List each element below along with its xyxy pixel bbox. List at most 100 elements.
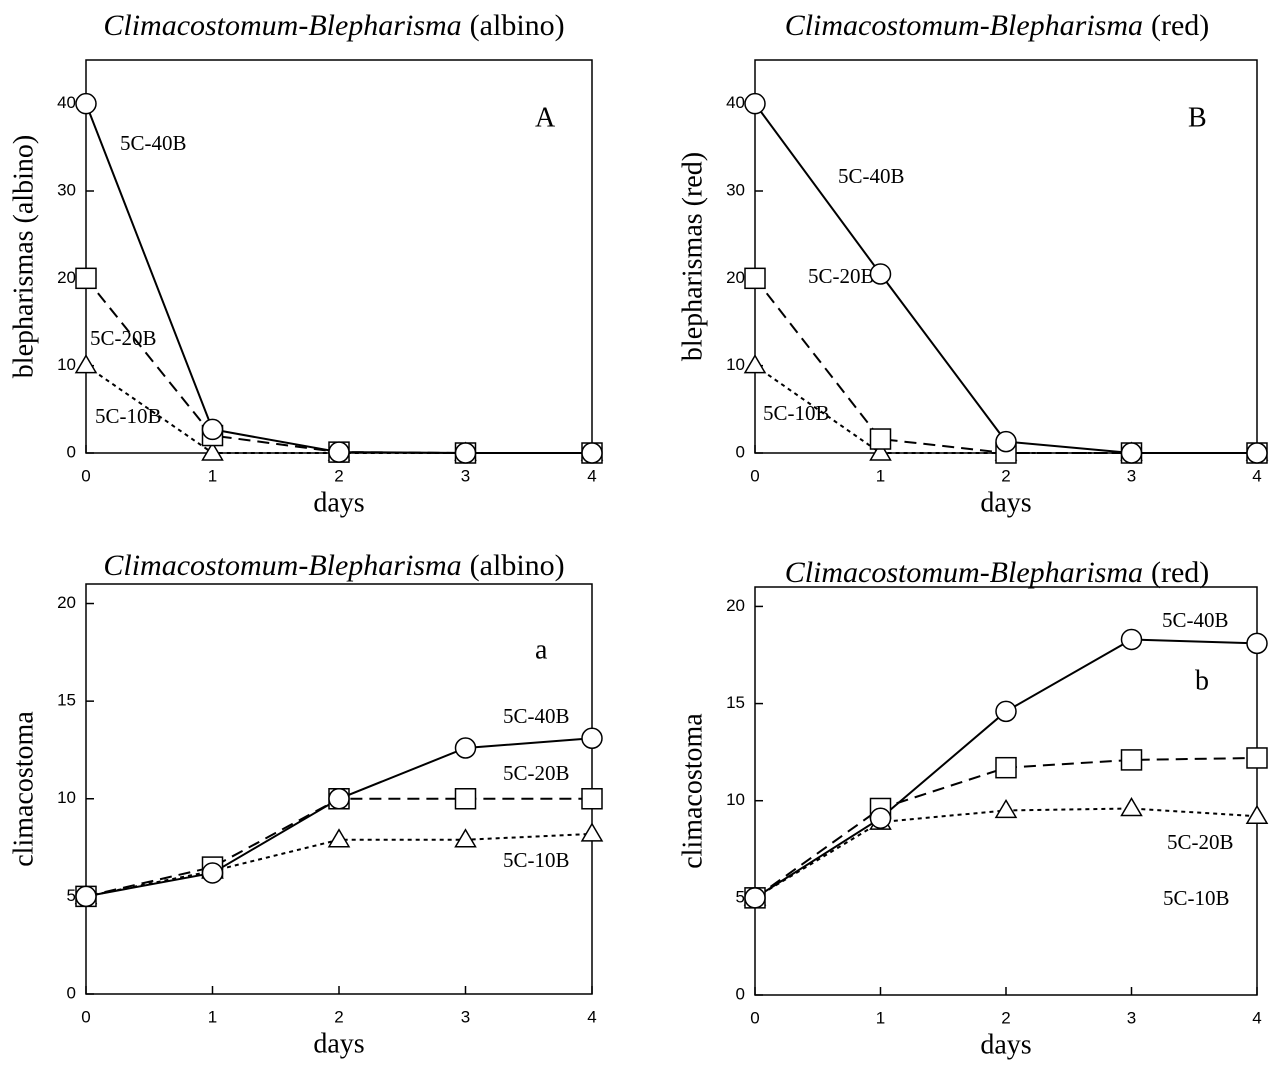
y-tick-label: 0 [736, 442, 745, 461]
marker [1246, 442, 1268, 464]
chart-title: Climacostomum-Blepharisma (red) [785, 9, 1210, 42]
x-tick-label: 2 [334, 466, 343, 485]
marker [581, 442, 603, 464]
y-tick-label: 0 [736, 984, 745, 1003]
y-tick-label: 5 [736, 887, 745, 906]
y-tick-label: 0 [67, 442, 76, 461]
marker [75, 885, 97, 908]
y-tick-label: 10 [726, 790, 745, 809]
series-label: 5C-20B [808, 264, 875, 288]
plot-frame [85, 59, 593, 454]
marker [744, 267, 766, 290]
panel-label: a [535, 634, 548, 665]
marker [581, 727, 603, 749]
chart-title: Climacostomum-Blepharisma (albino) [103, 549, 564, 582]
y-tick-label: 0 [67, 983, 76, 1002]
x-tick-label: 0 [81, 1007, 90, 1026]
marker [75, 92, 97, 115]
panel: Climacostomum-Blepharisma (albino) 0 5 10 15 2… [8, 549, 604, 1059]
marker [1246, 747, 1268, 769]
panel: Climacostomum-Blepharisma (red) 0 10 20 30 40 0… [677, 9, 1269, 518]
marker [201, 418, 224, 441]
marker [744, 887, 766, 909]
x-tick-label: 2 [1001, 466, 1010, 485]
plot-frame [754, 586, 1258, 996]
x-axis-label: days [313, 487, 364, 518]
series-line [754, 277, 1257, 454]
y-tick-label: 20 [726, 596, 745, 615]
marker [869, 441, 892, 461]
series-label: 5C-20B [1167, 830, 1234, 854]
marker [1120, 442, 1143, 464]
marker [454, 788, 477, 810]
title-plain: (albino) [470, 549, 565, 582]
title-plain: (red) [1151, 9, 1209, 42]
marker [994, 798, 1018, 819]
marker [1120, 749, 1143, 771]
x-tick-label: 0 [750, 1008, 759, 1027]
title-italic: Climacostomum-Blepharisma [103, 9, 461, 42]
marker [454, 737, 477, 759]
marker [327, 828, 351, 848]
marker [869, 263, 892, 285]
y-tick-label: 10 [57, 355, 76, 374]
x-tick-label: 1 [208, 466, 217, 485]
x-tick-label: 3 [461, 466, 470, 485]
marker [580, 822, 604, 842]
x-tick-label: 2 [1001, 1008, 1010, 1027]
marker [454, 442, 477, 464]
series-line [85, 277, 592, 454]
marker [869, 428, 892, 450]
series-label: 5C-20B [503, 761, 570, 785]
title-plain: (red) [1151, 556, 1209, 589]
marker [328, 441, 350, 463]
x-tick-label: 3 [1127, 1008, 1136, 1027]
y-tick-label: 10 [57, 788, 76, 807]
chart-title: Climacostomum-Blepharisma (albino) [103, 9, 564, 42]
x-tick-label: 4 [587, 1007, 596, 1026]
marker [75, 267, 97, 290]
x-tick-label: 4 [1252, 1008, 1261, 1027]
series-line [85, 364, 592, 454]
x-tick-label: 4 [587, 466, 596, 485]
series-line [754, 756, 1258, 899]
x-axis-label: days [980, 487, 1031, 518]
y-tick-label: 20 [57, 593, 76, 612]
series-label: 5C-10B [503, 848, 570, 872]
y-tick-label: 15 [57, 691, 76, 710]
title-italic: Climacostomum-Blepharisma [785, 9, 1143, 42]
x-tick-label: 3 [461, 1007, 470, 1026]
y-tick-label: 20 [57, 268, 76, 287]
y-tick-label: 30 [726, 180, 745, 199]
y-tick-label: 20 [726, 268, 745, 287]
marker [454, 828, 477, 848]
marker [1120, 797, 1143, 817]
y-axis-label: climacostoma [8, 711, 39, 867]
x-axis-label: days [313, 1028, 364, 1059]
series-label: 5C-40B [1162, 608, 1229, 632]
x-tick-label: 4 [1252, 466, 1261, 485]
marker [1246, 632, 1268, 655]
marker [744, 92, 766, 115]
title-italic: Climacostomum-Blepharisma [785, 556, 1143, 589]
x-tick-label: 0 [750, 466, 759, 485]
y-tick-label: 30 [57, 180, 76, 199]
series-line [85, 103, 592, 454]
title-italic: Climacostomum-Blepharisma [103, 549, 461, 582]
x-tick-label: 1 [876, 466, 885, 485]
plot-frame [754, 59, 1258, 454]
y-tick-label: 5 [67, 886, 76, 905]
chart-title: Climacostomum-Blepharisma (red) [785, 556, 1210, 589]
marker [995, 700, 1017, 723]
x-tick-label: 1 [876, 1008, 885, 1027]
series-label: 5C-40B [503, 704, 570, 728]
series-label: 5C-10B [1163, 886, 1230, 910]
marker [1120, 628, 1143, 651]
series-label: 5C-10B [95, 404, 162, 428]
x-tick-label: 3 [1127, 466, 1136, 485]
panel-label: B [1188, 102, 1207, 133]
series-label: 5C-40B [838, 164, 905, 188]
marker [201, 441, 224, 461]
y-axis-label: climacostoma [677, 713, 708, 869]
y-axis-label: blepharismas (red) [677, 152, 708, 361]
